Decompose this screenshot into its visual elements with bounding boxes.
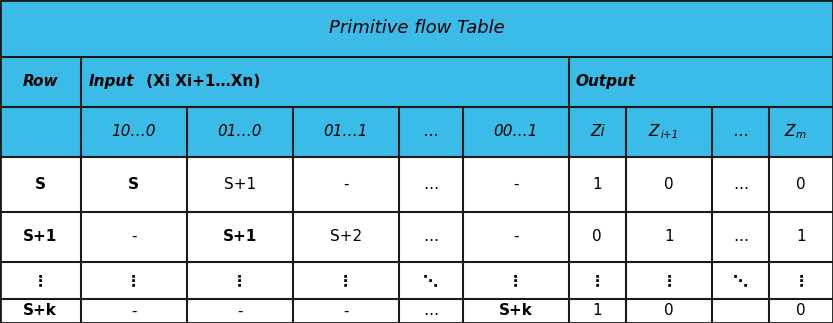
Text: Zi: Zi [590,124,605,139]
Bar [769,262,833,299]
Text: Z: Z [648,124,659,139]
Text: …: … [423,229,438,244]
Bar [569,157,626,212]
Text: …: … [423,303,438,318]
Text: 0: 0 [592,229,602,244]
Bar [292,262,399,299]
Bar [626,262,712,299]
Bar [712,262,769,299]
Text: S+1: S+1 [222,229,257,244]
Bar [769,299,833,323]
Bar [0,212,81,262]
Text: S+k: S+k [23,303,57,318]
Bar [462,212,569,262]
Text: ⋮: ⋮ [126,273,142,288]
Text: ⋮: ⋮ [794,273,809,288]
Text: -: - [343,303,348,318]
Text: 0: 0 [796,303,806,318]
Bar [769,212,833,262]
Bar [399,262,462,299]
Bar [0,299,81,323]
Text: Primitive flow Table: Primitive flow Table [329,19,504,37]
Bar [462,262,569,299]
Text: S: S [35,177,46,192]
Text: S: S [128,177,139,192]
Text: S+2: S+2 [330,229,362,244]
Bar [292,212,399,262]
Text: …: … [423,177,438,192]
Bar [292,299,399,323]
Text: -: - [513,229,518,244]
Text: ⋮: ⋮ [338,273,353,288]
Text: ⋮: ⋮ [32,273,48,288]
Text: 1: 1 [592,177,602,192]
Text: …: … [733,229,748,244]
Bar [81,157,187,212]
Text: 1: 1 [592,303,602,318]
Bar [712,299,769,323]
Bar [399,157,462,212]
Bar [569,299,626,323]
Text: i+1: i+1 [661,130,679,141]
Text: …: … [733,177,748,192]
Bar [712,157,769,212]
Bar [81,212,187,262]
Text: 00…1: 00…1 [493,124,538,139]
Text: Z: Z [784,124,795,139]
Bar [569,262,626,299]
Text: Row: Row [22,74,58,89]
Text: ⋮: ⋮ [232,273,247,288]
Bar [187,212,292,262]
Text: S+k: S+k [499,303,532,318]
Text: ⋱: ⋱ [423,273,438,288]
Text: 0: 0 [664,177,674,192]
Bar [399,299,462,323]
Bar [712,212,769,262]
Bar [0,0,833,57]
Text: …: … [423,124,438,139]
Bar [81,299,187,323]
Text: m: m [796,130,806,141]
Text: 1: 1 [796,229,806,244]
Text: Output: Output [576,74,636,89]
Bar [769,157,833,212]
Bar [292,157,399,212]
Text: -: - [131,229,137,244]
Text: Input: Input [89,74,134,89]
Text: -: - [131,303,137,318]
Bar [462,299,569,323]
Text: 0: 0 [664,303,674,318]
Bar [399,212,462,262]
Bar [81,262,187,299]
Text: ⋮: ⋮ [508,273,523,288]
Text: 01…1: 01…1 [323,124,368,139]
Text: S+1: S+1 [223,177,256,192]
Text: -: - [513,177,518,192]
Text: -: - [343,177,348,192]
Text: 0: 0 [796,177,806,192]
Bar [0,262,81,299]
Bar [0,107,833,157]
Text: 10…0: 10…0 [112,124,156,139]
Bar [0,157,81,212]
Text: S+1: S+1 [23,229,57,244]
Bar [462,157,569,212]
Bar [187,262,292,299]
Text: 1: 1 [664,229,674,244]
Text: ⋮: ⋮ [590,273,605,288]
Text: ⋱: ⋱ [733,273,748,288]
Text: 01…0: 01…0 [217,124,262,139]
Text: …: … [733,124,748,139]
Bar [187,157,292,212]
Bar [569,212,626,262]
Text: -: - [237,303,242,318]
Bar [626,212,712,262]
Text: ⋮: ⋮ [661,273,676,288]
Bar [0,57,833,107]
Bar [626,299,712,323]
Bar [626,157,712,212]
Text: (Xi Xi+1…Xn): (Xi Xi+1…Xn) [142,74,261,89]
Bar [187,299,292,323]
